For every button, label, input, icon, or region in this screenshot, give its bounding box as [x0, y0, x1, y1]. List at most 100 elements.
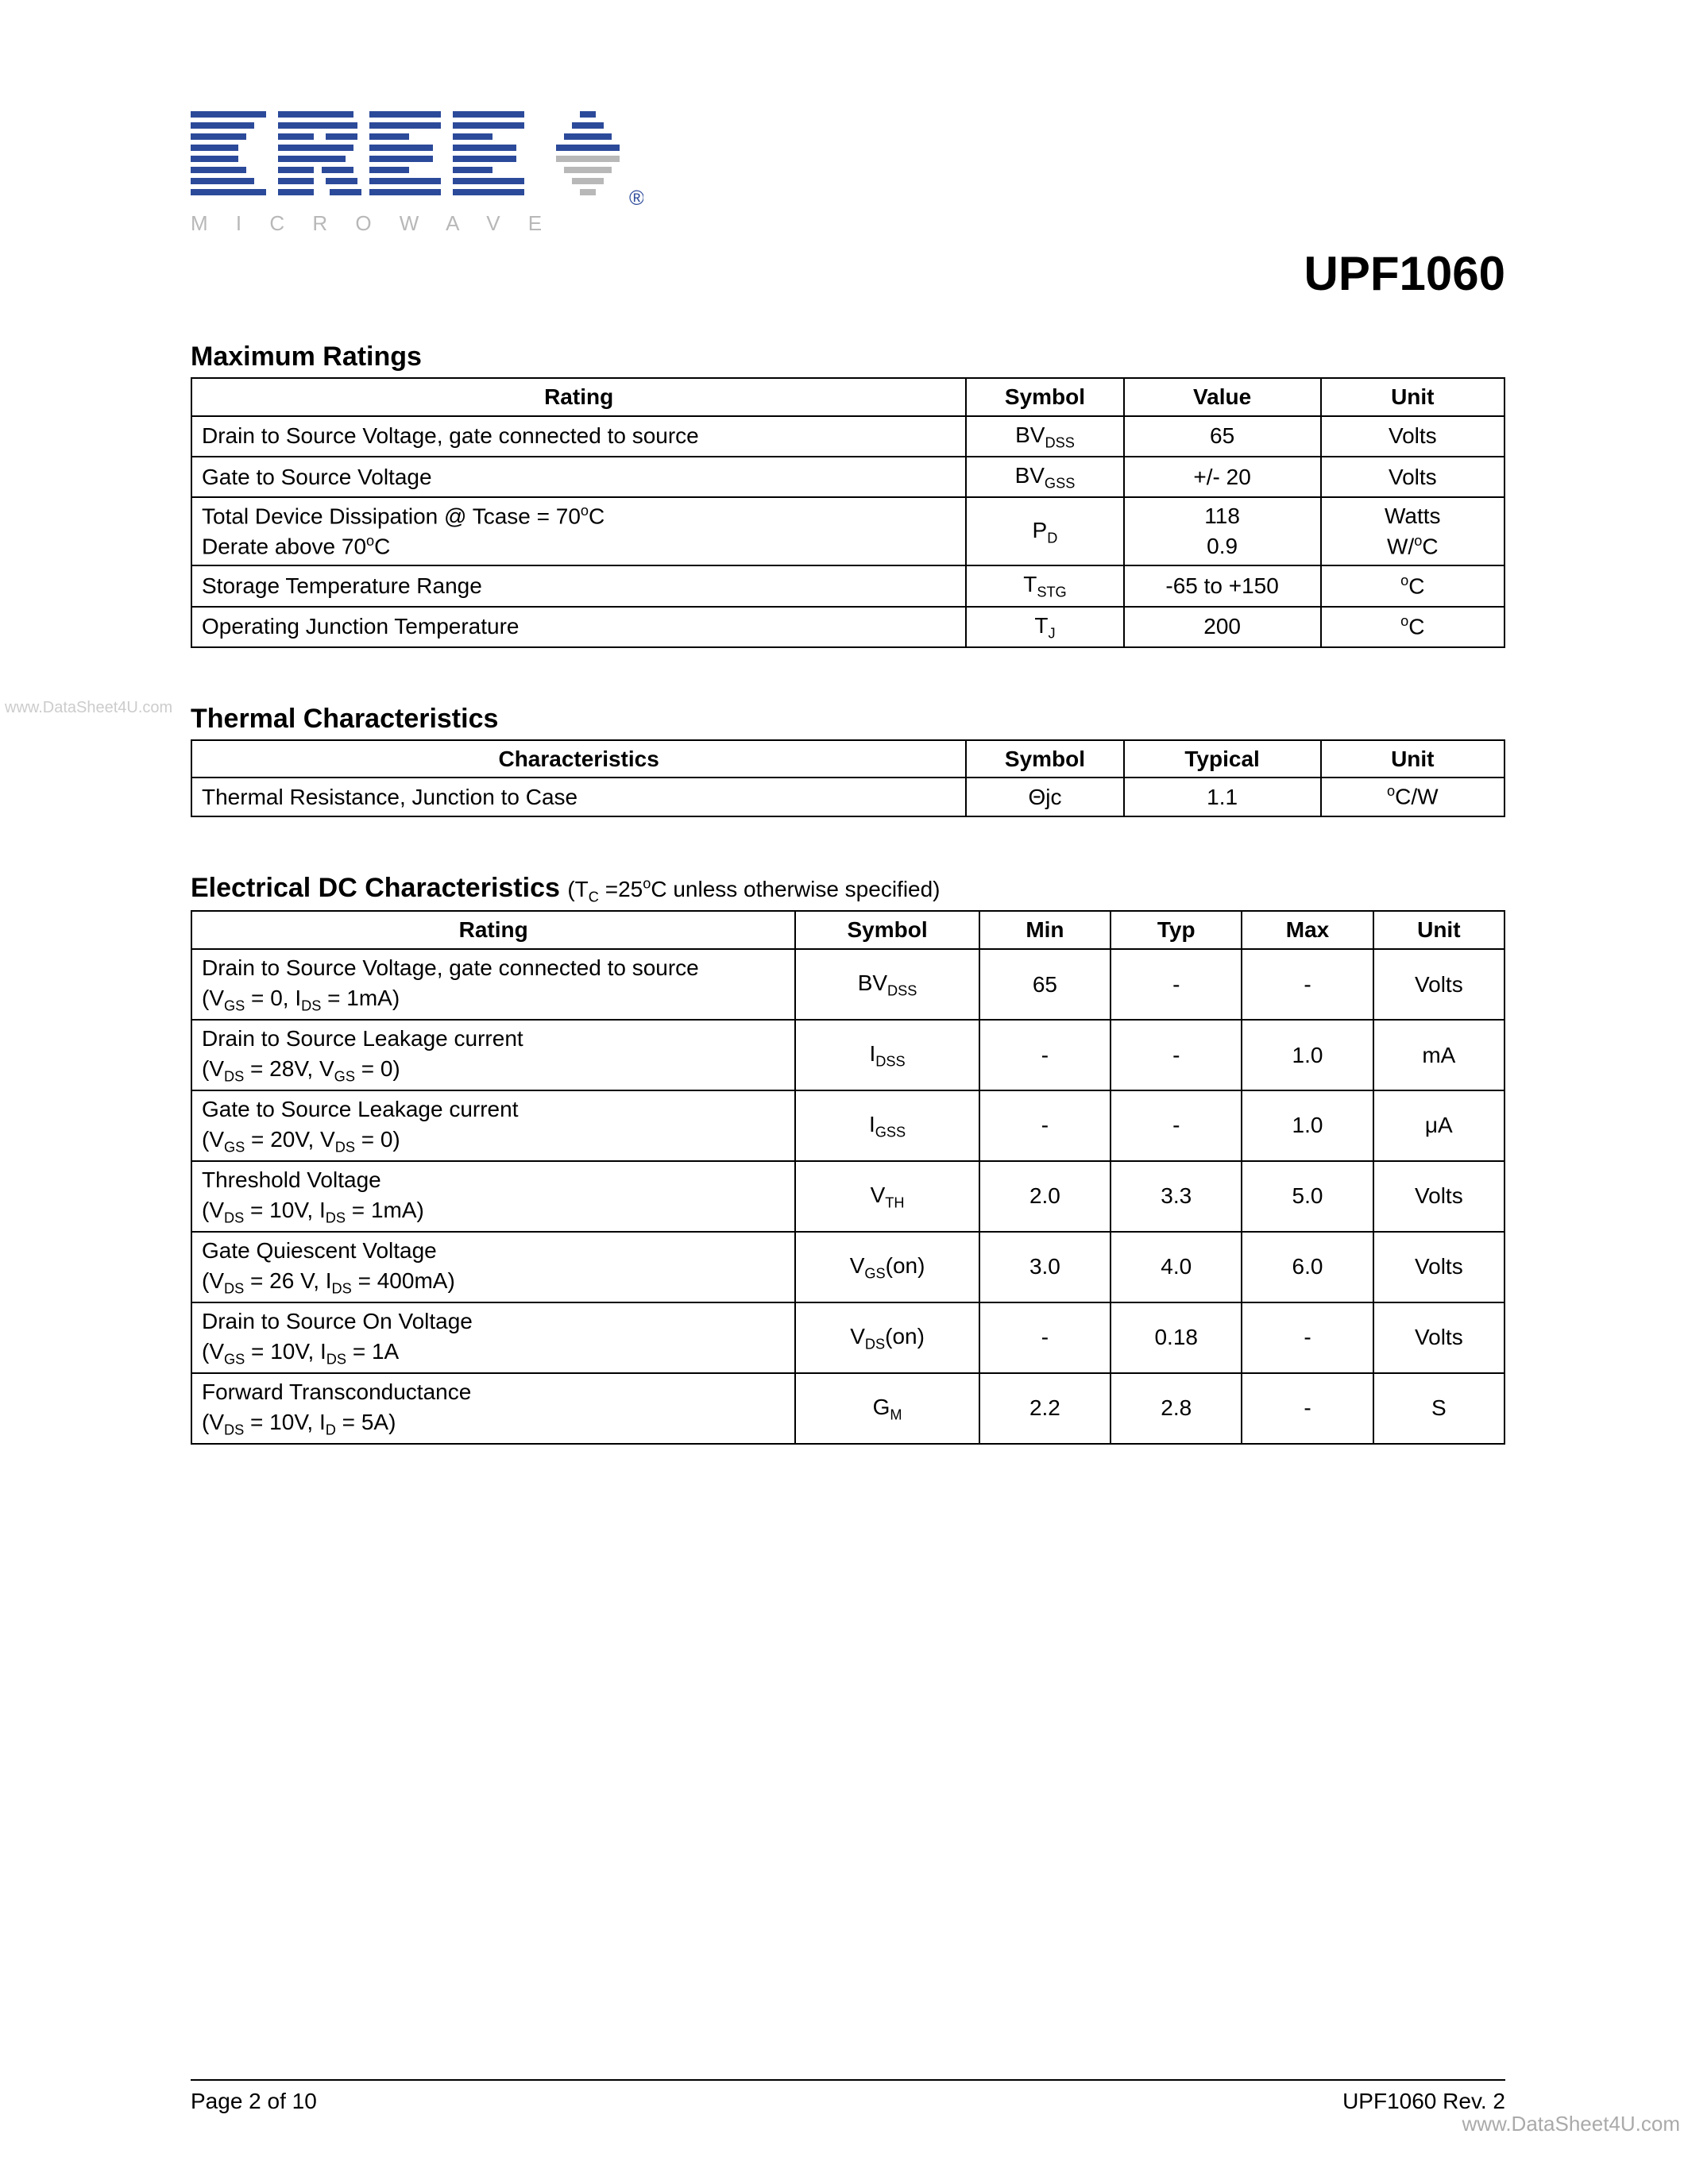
table-row: Drain to Source On Voltage(VGS = 10V, ID…	[191, 1302, 1505, 1373]
col-max: Max	[1242, 911, 1373, 949]
electrical-table: Rating Symbol Min Typ Max Unit Drain to …	[191, 910, 1505, 1444]
cell-value: +/- 20	[1124, 457, 1321, 497]
cell-symbol: IGSS	[795, 1090, 979, 1161]
cell-unit: μA	[1373, 1090, 1505, 1161]
logo-tagline: M I C R O W A V E	[191, 211, 553, 235]
electrical-subtitle: (TC =25oC unless otherwise specified)	[567, 877, 940, 901]
thermal-table: Characteristics Symbol Typical Unit Ther…	[191, 739, 1505, 817]
cell-rating: Total Device Dissipation @ Tcase = 70oCD…	[191, 497, 966, 565]
cell-rating: Gate to Source Voltage	[191, 457, 966, 497]
col-rating: Rating	[191, 378, 966, 416]
cell-min: -	[979, 1020, 1111, 1090]
cell-unit: Volts	[1373, 1232, 1505, 1302]
cell-rating: Operating Junction Temperature	[191, 607, 966, 647]
col-unit: Unit	[1373, 911, 1505, 949]
cell-value: 1180.9	[1124, 497, 1321, 565]
col-unit: Unit	[1321, 740, 1505, 778]
cell-value: -65 to +150	[1124, 565, 1321, 606]
table-row: Gate to Source VoltageBVGSS+/- 20Volts	[191, 457, 1505, 497]
cell-rating: Drain to Source Leakage current(VDS = 28…	[191, 1020, 795, 1090]
col-typ: Typ	[1111, 911, 1242, 949]
col-min: Min	[979, 911, 1111, 949]
cell-rating: Forward Transconductance(VDS = 10V, ID =…	[191, 1373, 795, 1444]
cell-max: 5.0	[1242, 1161, 1373, 1232]
col-char: Characteristics	[191, 740, 966, 778]
cell-rating: Drain to Source Voltage, gate connected …	[191, 949, 795, 1020]
cell-typ: -	[1111, 1090, 1242, 1161]
cell-min: -	[979, 1090, 1111, 1161]
cell-min: 2.0	[979, 1161, 1111, 1232]
cell-typical: 1.1	[1124, 778, 1321, 816]
cell-rating: Threshold Voltage(VDS = 10V, IDS = 1mA)	[191, 1161, 795, 1232]
electrical-title: Electrical DC Characteristics (TC =25oC …	[191, 873, 1505, 906]
thermal-title: Thermal Characteristics	[191, 704, 1505, 735]
cell-rating: Drain to Source On Voltage(VGS = 10V, ID…	[191, 1302, 795, 1373]
col-symbol: Symbol	[966, 740, 1123, 778]
cell-symbol: IDSS	[795, 1020, 979, 1090]
table-row: Gate Quiescent Voltage(VDS = 26 V, IDS =…	[191, 1232, 1505, 1302]
table-row: Drain to Source Leakage current(VDS = 28…	[191, 1020, 1505, 1090]
part-number: UPF1060	[1304, 246, 1505, 301]
cell-symbol: BVDSS	[966, 416, 1123, 457]
watermark-right: www.DataSheet4U.com	[1462, 2112, 1680, 2136]
table-row: Storage Temperature RangeTSTG-65 to +150…	[191, 565, 1505, 606]
header: ® M I C R O W A V E UPF1060	[191, 103, 1505, 286]
cell-typ: 0.18	[1111, 1302, 1242, 1373]
footer-page: Page 2 of 10	[191, 2089, 317, 2114]
cell-typ: 3.3	[1111, 1161, 1242, 1232]
cell-max: 6.0	[1242, 1232, 1373, 1302]
table-row: Gate to Source Leakage current(VGS = 20V…	[191, 1090, 1505, 1161]
cell-symbol: PD	[966, 497, 1123, 565]
cell-value: 200	[1124, 607, 1321, 647]
cell-typ: 2.8	[1111, 1373, 1242, 1444]
cell-max: 1.0	[1242, 1020, 1373, 1090]
cell-unit: oC/W	[1321, 778, 1505, 816]
cell-typ: 4.0	[1111, 1232, 1242, 1302]
cell-unit: Volts	[1321, 416, 1505, 457]
cell-char: Thermal Resistance, Junction to Case	[191, 778, 966, 816]
cell-rating: Drain to Source Voltage, gate connected …	[191, 416, 966, 457]
cell-unit: Volts	[1321, 457, 1505, 497]
cell-unit: oC	[1321, 565, 1505, 606]
cell-max: -	[1242, 949, 1373, 1020]
col-symbol: Symbol	[795, 911, 979, 949]
footer-rev: UPF1060 Rev. 2	[1342, 2089, 1505, 2114]
cell-unit: S	[1373, 1373, 1505, 1444]
cell-typ: -	[1111, 949, 1242, 1020]
cell-unit: Volts	[1373, 949, 1505, 1020]
cell-min: 3.0	[979, 1232, 1111, 1302]
cell-min: -	[979, 1302, 1111, 1373]
cell-unit: Volts	[1373, 1302, 1505, 1373]
cell-value: 65	[1124, 416, 1321, 457]
cell-unit: oC	[1321, 607, 1505, 647]
cell-symbol: VTH	[795, 1161, 979, 1232]
table-row: Drain to Source Voltage, gate connected …	[191, 416, 1505, 457]
col-rating: Rating	[191, 911, 795, 949]
col-typical: Typical	[1124, 740, 1321, 778]
cell-max: 1.0	[1242, 1090, 1373, 1161]
cell-symbol: Θjc	[966, 778, 1123, 816]
cell-symbol: TSTG	[966, 565, 1123, 606]
cell-max: -	[1242, 1302, 1373, 1373]
cell-symbol: VGS(on)	[795, 1232, 979, 1302]
table-row: Drain to Source Voltage, gate connected …	[191, 949, 1505, 1020]
max-ratings-title: Maximum Ratings	[191, 341, 1505, 372]
cell-typ: -	[1111, 1020, 1242, 1090]
cell-max: -	[1242, 1373, 1373, 1444]
cell-rating: Gate to Source Leakage current(VGS = 20V…	[191, 1090, 795, 1161]
footer: Page 2 of 10 UPF1060 Rev. 2	[191, 2079, 1505, 2114]
table-row: Threshold Voltage(VDS = 10V, IDS = 1mA)V…	[191, 1161, 1505, 1232]
cell-unit: mA	[1373, 1020, 1505, 1090]
cell-symbol: BVGSS	[966, 457, 1123, 497]
col-unit: Unit	[1321, 378, 1505, 416]
cell-rating: Gate Quiescent Voltage(VDS = 26 V, IDS =…	[191, 1232, 795, 1302]
col-value: Value	[1124, 378, 1321, 416]
watermark-left: www.DataSheet4U.com	[5, 699, 172, 717]
max-ratings-table: Rating Symbol Value Unit Drain to Source…	[191, 377, 1505, 648]
cell-rating: Storage Temperature Range	[191, 565, 966, 606]
cell-symbol: GM	[795, 1373, 979, 1444]
cell-min: 2.2	[979, 1373, 1111, 1444]
cell-symbol: VDS(on)	[795, 1302, 979, 1373]
cell-symbol: BVDSS	[795, 949, 979, 1020]
cree-logo: ® M I C R O W A V E	[191, 103, 643, 262]
